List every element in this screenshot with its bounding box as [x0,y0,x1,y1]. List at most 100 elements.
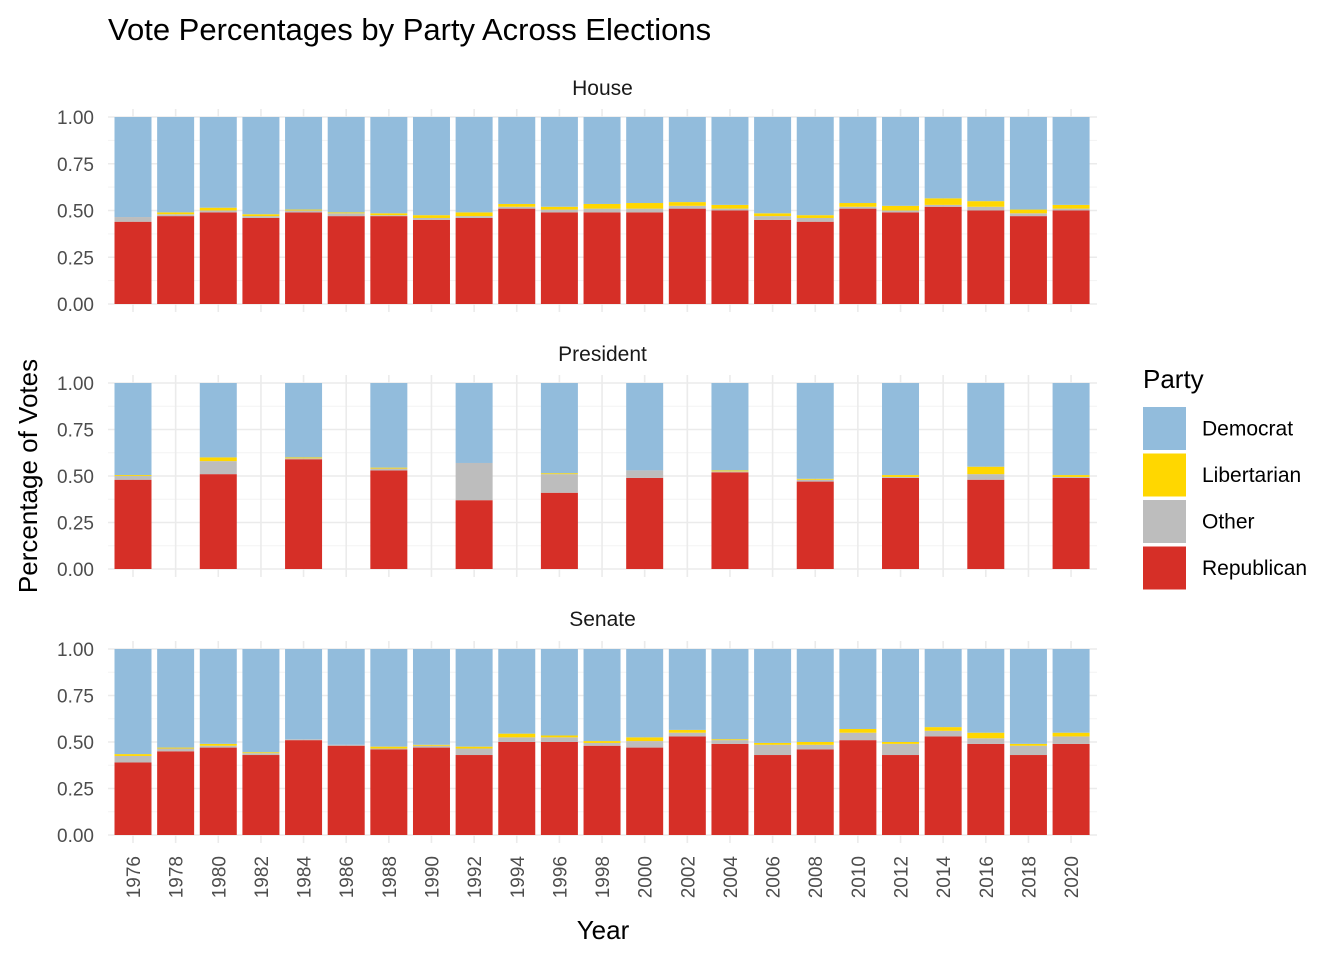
bar-other-house-1986 [328,213,365,216]
legend-label-democrat: Democrat [1202,418,1293,441]
bar-other-senate-1986 [328,745,365,746]
bar-republican-house-2012 [882,212,919,304]
bar-republican-house-1982 [242,218,279,304]
bar-republican-senate-2006 [754,755,791,835]
bar-other-house-2014 [925,205,962,207]
bar-other-senate-1996 [541,737,578,742]
x-tick-label: 1990 [422,856,443,898]
bar-democrat-house-2004 [711,117,748,205]
y-tick-label: 0.00 [57,295,94,316]
bar-republican-house-2002 [669,209,706,304]
bar-libertarian-senate-1990 [413,745,450,746]
y-tick-label: 0.75 [57,421,94,442]
bar-republican-house-1994 [498,209,535,304]
bar-other-house-1978 [157,214,194,216]
bar-other-senate-1992 [456,749,493,756]
bar-democrat-senate-2014 [925,649,962,727]
bar-libertarian-senate-2016 [967,733,1004,739]
y-tick-label: 0.75 [57,155,94,176]
bar-democrat-house-1998 [584,117,621,204]
x-tick-label: 1992 [465,856,486,898]
bar-libertarian-senate-1994 [498,734,535,738]
bar-other-senate-2006 [754,745,791,755]
y-tick-label: 0.25 [57,248,94,269]
bar-libertarian-senate-1996 [541,735,578,737]
bar-democrat-house-2016 [967,117,1004,201]
bar-democrat-house-2006 [754,117,791,213]
x-tick-label: 2002 [678,856,699,898]
bar-libertarian-senate-2006 [754,743,791,745]
facet-panel-senate: Senate 0.00 0.25 0.50 0.75 1.00 [57,608,1097,847]
bar-republican-senate-1980 [200,748,237,835]
bar-republican-president-2016 [967,480,1004,569]
bar-republican-senate-1988 [370,749,407,835]
bar-other-senate-2018 [1010,746,1047,755]
bar-other-house-1992 [456,216,493,218]
y-tick-label: 0.50 [57,202,94,223]
bar-libertarian-house-1978 [157,212,194,214]
bar-libertarian-house-1998 [584,204,621,209]
bar-other-house-1982 [242,216,279,218]
bar-other-president-1992 [456,463,493,500]
bar-republican-house-1996 [541,212,578,304]
x-tick-label: 1996 [550,856,571,898]
bar-other-house-1996 [541,210,578,213]
bar-republican-senate-2016 [967,744,1004,835]
x-tick-label: 2010 [849,856,870,898]
bar-other-president-2016 [967,474,1004,480]
y-tick-label: 0.25 [57,780,94,801]
bar-other-house-2016 [967,207,1004,211]
bar-republican-house-1992 [456,218,493,304]
bar-libertarian-president-2020 [1053,475,1090,477]
bar-other-house-1984 [285,211,322,213]
bar-republican-house-2006 [754,220,791,304]
bar-other-senate-1976 [115,756,152,763]
legend-key-republican [1143,547,1186,590]
bar-democrat-senate-1986 [328,649,365,745]
bar-other-house-2012 [882,211,919,213]
bar-democrat-president-1980 [200,383,237,457]
bar-libertarian-senate-2002 [669,730,706,733]
bar-democrat-house-1990 [413,117,450,215]
bar-other-senate-2008 [797,745,834,750]
bar-other-president-2008 [797,480,834,482]
y-axis-title: Percentage of Votes [13,359,43,593]
bar-other-president-2000 [626,470,663,477]
y-tick-label: 1.00 [57,108,94,129]
bar-libertarian-senate-1980 [200,744,237,746]
bar-republican-senate-2018 [1010,755,1047,835]
legend-label-other: Other [1202,511,1255,534]
legend-key-democrat [1143,407,1186,450]
chart-title: Vote Percentages by Party Across Electio… [108,12,711,47]
bar-other-senate-2020 [1053,736,1090,743]
bar-other-house-2004 [711,209,748,211]
bar-democrat-house-1994 [498,117,535,204]
x-tick-label: 1980 [209,856,230,898]
bar-other-house-1998 [584,209,621,213]
y-tick-label: 0.25 [57,514,94,535]
bar-libertarian-senate-2012 [882,742,919,744]
bar-libertarian-senate-1976 [115,754,152,756]
bar-other-senate-2016 [967,738,1004,744]
bar-libertarian-house-2000 [626,203,663,209]
bar-republican-president-1980 [200,474,237,569]
x-tick-label: 1998 [593,856,614,898]
bar-libertarian-senate-1978 [157,748,194,749]
bar-republican-senate-1996 [541,742,578,835]
bar-libertarian-house-1988 [370,213,407,215]
bar-republican-senate-2000 [626,748,663,835]
bar-other-senate-2012 [882,744,919,755]
bar-democrat-house-2010 [839,117,876,203]
bar-democrat-president-1988 [370,383,407,468]
bar-other-president-2004 [711,471,748,472]
bar-democrat-house-1980 [200,117,237,208]
x-tick-label: 1982 [252,856,273,898]
bar-other-senate-1998 [584,743,621,746]
facet-panels: House 0.00 0.25 0.50 0.75 1.00 President 0.00 0.… [57,77,1097,847]
bar-republican-president-2008 [797,482,834,569]
bar-republican-house-1976 [115,222,152,304]
bar-other-senate-1988 [370,749,407,750]
bar-other-president-1980 [200,461,237,474]
x-tick-label: 1988 [380,856,401,898]
